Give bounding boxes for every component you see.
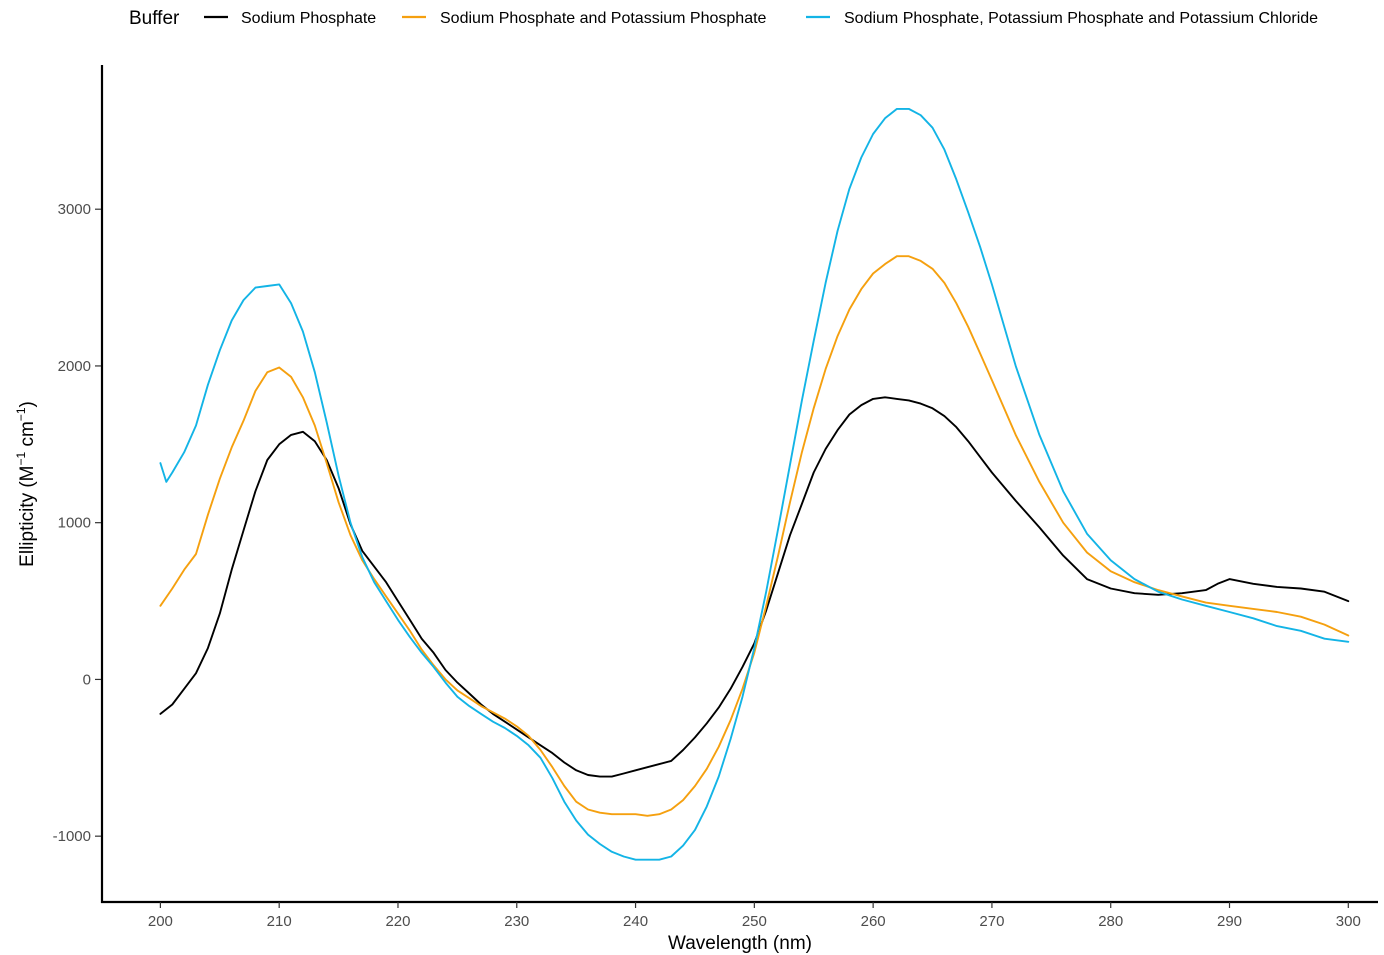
x-tick-label: 230 xyxy=(504,913,529,930)
x-axis-title: Wavelength (nm) xyxy=(668,933,812,954)
y-tick-label: 0 xyxy=(83,671,91,688)
y-tick-label: 2000 xyxy=(58,358,91,375)
legend-label-sodium-potassium-chloride: Sodium Phosphate, Potassium Phosphate an… xyxy=(844,10,1318,27)
y-axis-title-suffix: ) xyxy=(17,401,38,407)
x-tick-label: 260 xyxy=(861,913,886,930)
x-axis-ticks: 200 210 220 230 240 250 260 270 280 290 300 xyxy=(148,902,1361,930)
y-axis-title-prefix: Ellipticity (M xyxy=(17,465,38,566)
x-tick-label: 250 xyxy=(742,913,767,930)
series-line-sodium-phosphate xyxy=(159,396,1350,778)
legend-label-sodium-phosphate: Sodium Phosphate xyxy=(241,10,376,27)
x-tick-label: 280 xyxy=(1098,913,1123,930)
y-tick-label: 1000 xyxy=(58,515,91,532)
y-tick-label: -1000 xyxy=(53,828,91,845)
series-layer xyxy=(159,107,1350,861)
x-tick-label: 200 xyxy=(148,913,173,930)
legend-title: Buffer xyxy=(129,8,180,29)
y-axis-title-superscript-1: −1 xyxy=(14,451,28,465)
x-tick-label: 240 xyxy=(623,913,648,930)
y-axis-title-superscript-2: −1 xyxy=(14,407,28,421)
series-line-sodium-potassium-chloride xyxy=(159,107,1350,861)
y-axis-title-unit: cm xyxy=(17,421,38,452)
x-tick-label: 210 xyxy=(267,913,292,930)
legend: Buffer Sodium Phosphate Sodium Phosphate… xyxy=(129,8,1318,29)
x-tick-label: 270 xyxy=(979,913,1004,930)
x-tick-label: 290 xyxy=(1217,913,1242,930)
y-axis-title: Ellipticity (M−1 cm−1) xyxy=(14,401,38,567)
y-tick-label: 3000 xyxy=(58,201,91,218)
x-tick-label: 220 xyxy=(385,913,410,930)
x-tick-label: 300 xyxy=(1336,913,1361,930)
y-axis-ticks: -1000 0 1000 2000 3000 xyxy=(53,201,101,845)
legend-label-sodium-potassium-phosphate: Sodium Phosphate and Potassium Phosphate xyxy=(440,10,767,27)
series-line-sodium-potassium-phosphate xyxy=(159,255,1350,817)
